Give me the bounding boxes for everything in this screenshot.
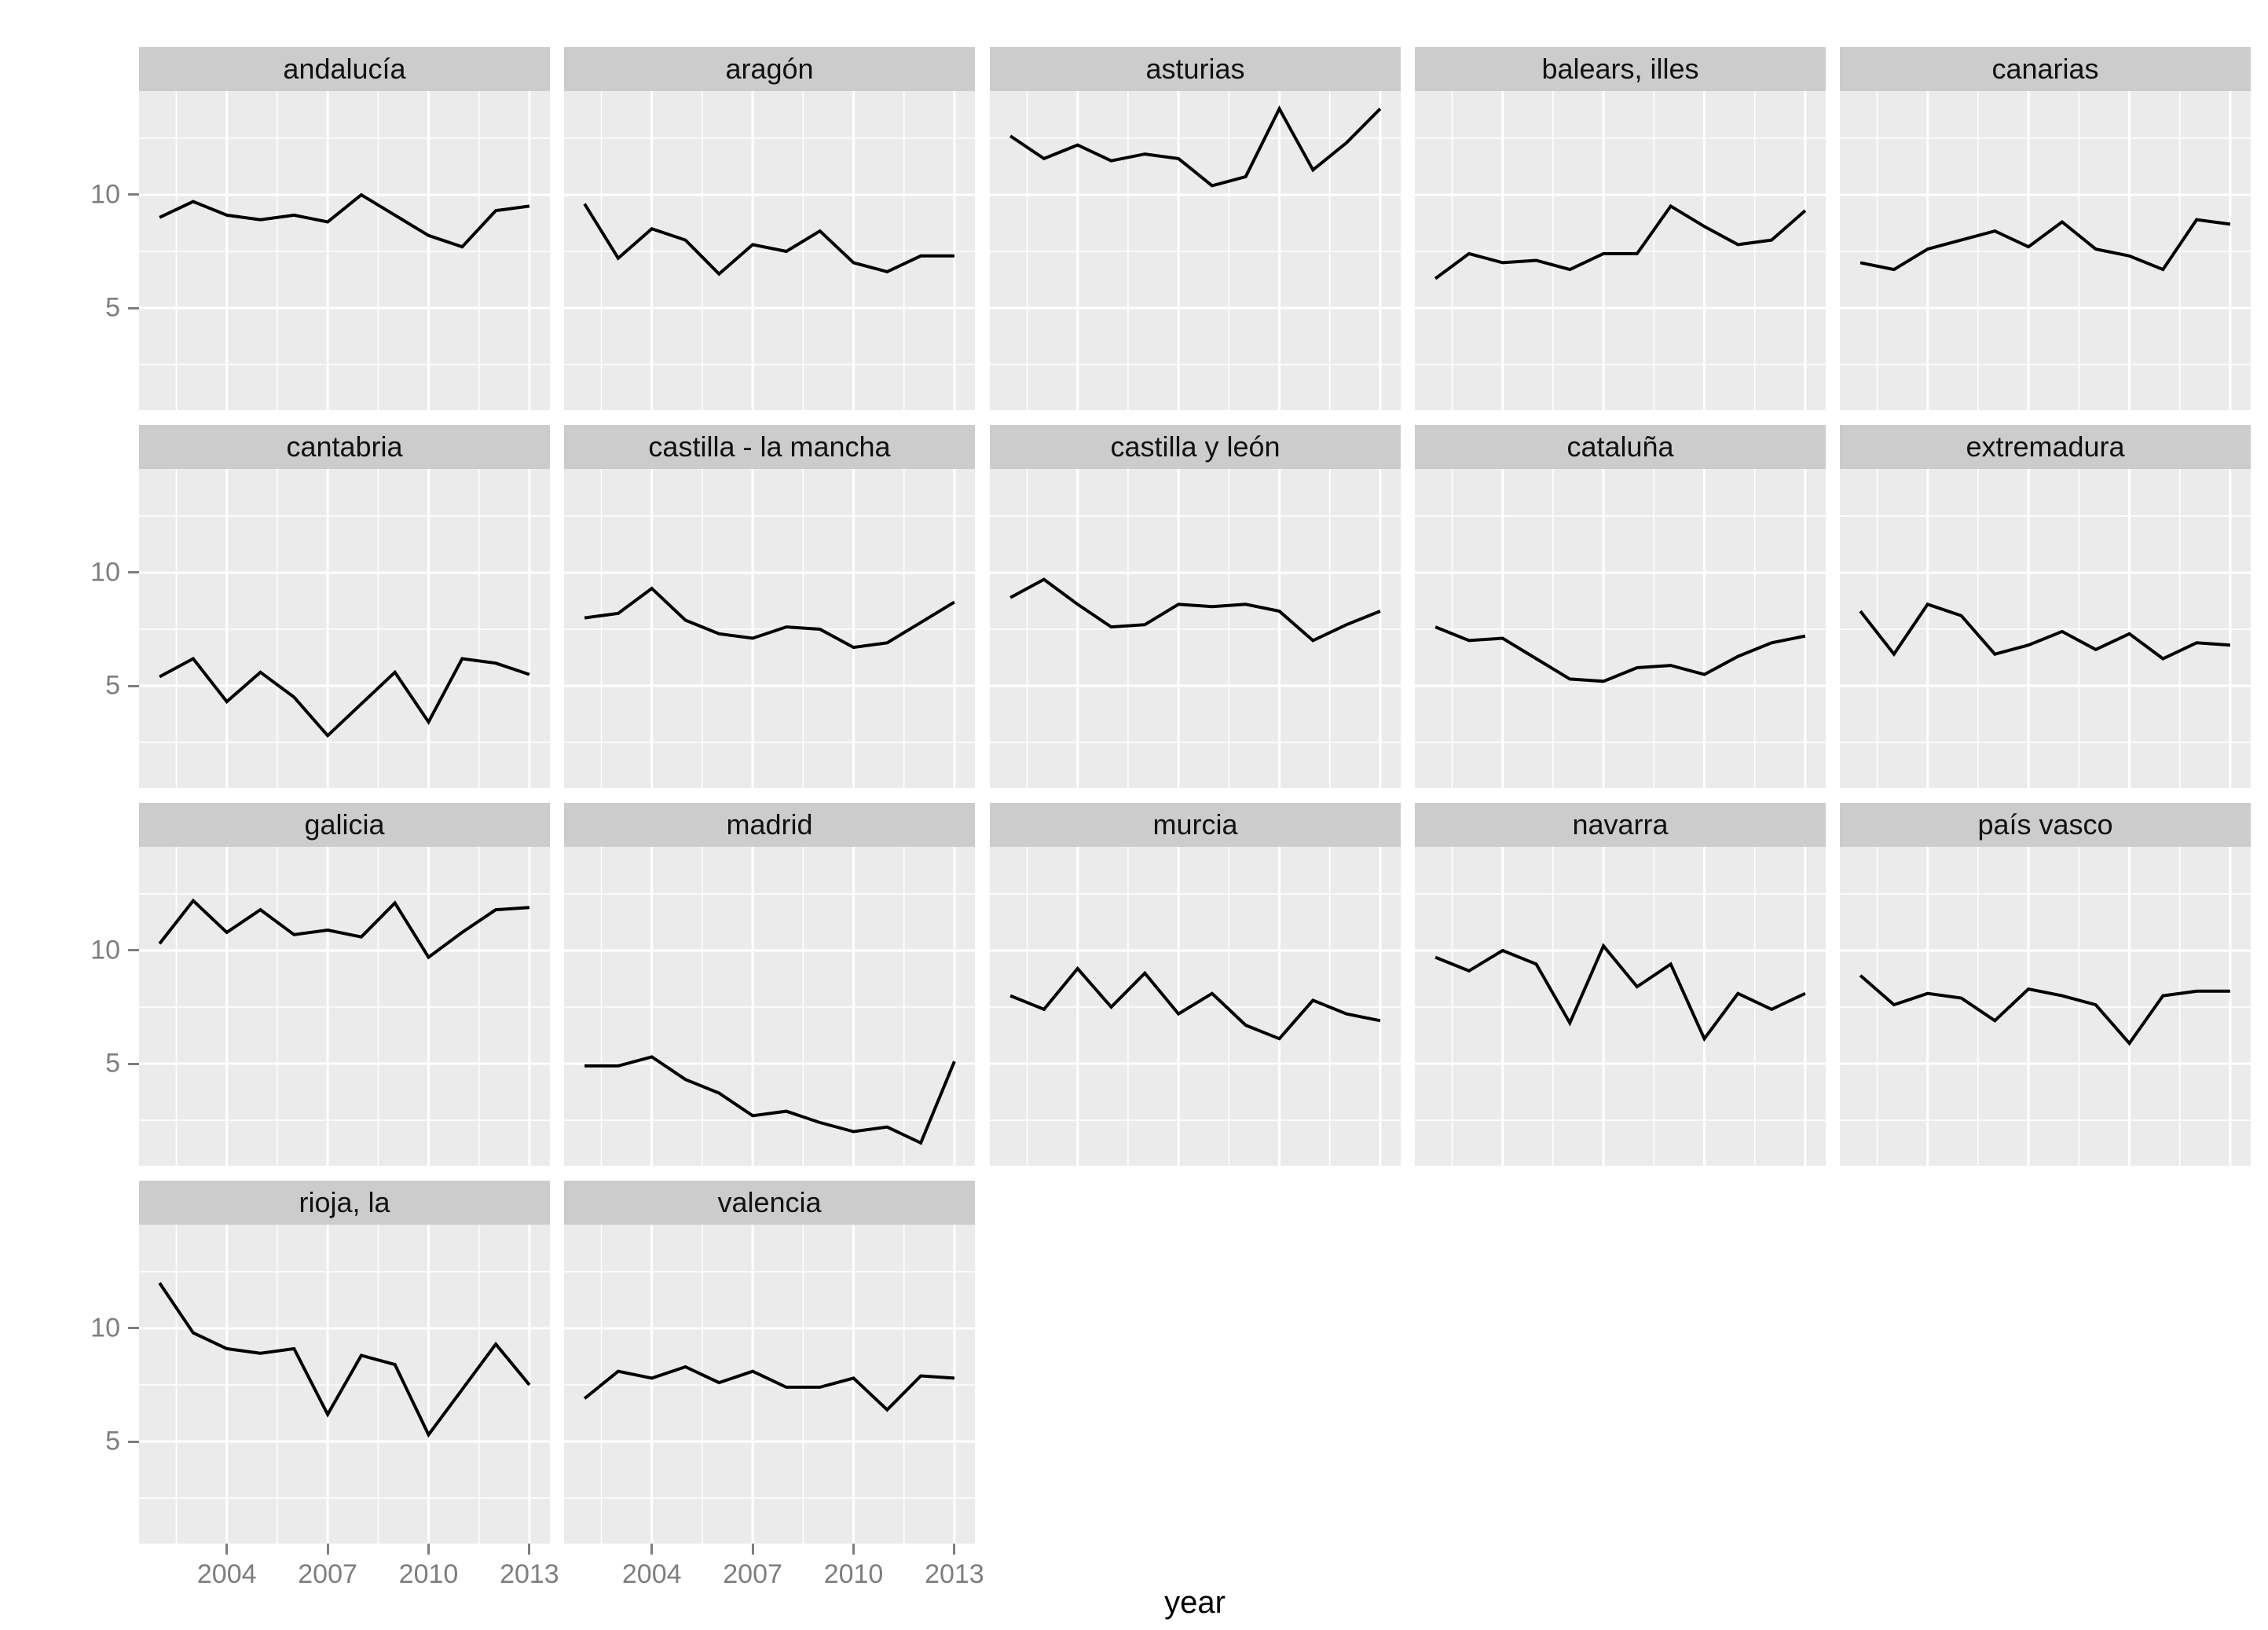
facet-panel <box>990 91 1401 410</box>
facet-panel <box>139 1225 550 1544</box>
facet-strip-label: aragón <box>564 47 975 91</box>
facet-strip-label: navarra <box>1415 803 1826 847</box>
data-line <box>1859 218 2231 272</box>
facet-panel <box>990 469 1401 788</box>
data-line <box>159 656 530 738</box>
data-line <box>1009 577 1381 643</box>
facet-strip-label: cantabria <box>139 425 550 469</box>
x-axis-tick-label: 2007 <box>723 1559 782 1589</box>
facet-panel <box>139 847 550 1166</box>
x-axis-tick-label: 2004 <box>621 1559 682 1589</box>
x-axis-tick-label: 2013 <box>500 1559 559 1589</box>
facet-strip-label: canarias <box>1840 47 2251 91</box>
facet-panel <box>990 847 1401 1166</box>
x-axis-tick-label: 2013 <box>925 1559 984 1589</box>
facet-panel <box>1415 847 1826 1166</box>
facet-strip-label: cataluña <box>1415 425 1826 469</box>
y-axis-tick <box>128 571 139 574</box>
y-axis-tick <box>128 1062 139 1065</box>
data-line <box>583 203 954 277</box>
y-axis-tick-label: 10 <box>90 935 120 965</box>
facet-panel <box>1840 91 2251 410</box>
facet-strip-label: rioja, la <box>139 1181 550 1225</box>
data-line <box>158 1282 531 1438</box>
data-line <box>1434 203 1807 280</box>
data-line <box>584 586 955 650</box>
x-axis-tick <box>650 1544 654 1555</box>
facet-panel <box>139 469 550 788</box>
x-axis-tick <box>225 1544 229 1555</box>
data-line <box>1434 943 1806 1042</box>
y-axis-tick <box>128 684 139 687</box>
y-axis-tick <box>128 1440 139 1443</box>
facet-panel <box>564 469 975 788</box>
facet-panel <box>1415 469 1826 788</box>
y-axis-tick <box>128 193 139 196</box>
y-axis-tick-label: 5 <box>105 1426 120 1456</box>
data-line <box>1859 602 2231 661</box>
x-axis-tick <box>751 1544 754 1555</box>
y-axis-tick <box>128 306 139 310</box>
data-line <box>584 1055 956 1145</box>
x-axis-tick-label: 2007 <box>298 1559 357 1589</box>
data-line <box>1009 105 1382 188</box>
facet-strip-label: madrid <box>564 803 975 847</box>
y-axis-tick-label: 5 <box>105 670 120 701</box>
x-axis-tick-label: 2010 <box>823 1559 884 1589</box>
x-axis-title: year <box>1164 1585 1226 1620</box>
facet-panel <box>1840 847 2251 1166</box>
y-axis-tick-label: 10 <box>90 1313 120 1343</box>
x-axis-tick <box>528 1544 531 1555</box>
facet-panel <box>564 847 975 1166</box>
facet-strip-label: valencia <box>564 1181 975 1225</box>
facet-strip-label: castilla - la mancha <box>564 425 975 469</box>
x-axis-tick-label: 2010 <box>398 1559 459 1589</box>
y-axis-tick-label: 10 <box>90 557 120 588</box>
y-axis-tick <box>128 1327 139 1330</box>
x-axis-tick <box>326 1544 329 1555</box>
data-line <box>1434 625 1806 683</box>
y-axis-tick-label: 5 <box>105 1048 120 1079</box>
x-axis-tick <box>852 1544 855 1555</box>
facet-strip-label: andalucía <box>139 47 550 91</box>
facet-panel <box>1415 91 1826 410</box>
facet-strip-label: galicia <box>139 803 550 847</box>
facet-strip-label: asturias <box>990 47 1401 91</box>
facet-panel <box>564 1225 975 1544</box>
facet-strip-label: extremadura <box>1840 425 2251 469</box>
data-line <box>158 898 530 960</box>
data-line <box>1859 974 2230 1046</box>
facet-panel <box>564 91 975 410</box>
facet-strip-label: murcia <box>990 803 1401 847</box>
x-axis-tick <box>953 1544 956 1555</box>
y-axis-tick-label: 5 <box>105 292 120 323</box>
data-line <box>583 1364 955 1412</box>
y-axis-tick-label: 10 <box>90 179 120 210</box>
y-axis-tick <box>128 949 139 952</box>
facet-strip-label: balears, illes <box>1415 47 1826 91</box>
facet-panel <box>139 91 550 410</box>
facet-panel <box>1840 469 2251 788</box>
data-line <box>159 192 530 249</box>
facet-strip-label: país vasco <box>1840 803 2251 847</box>
x-axis-tick-label: 2004 <box>196 1559 257 1589</box>
x-axis-tick <box>427 1544 430 1555</box>
facet-strip-label: castilla y león <box>990 425 1401 469</box>
data-line <box>1009 965 1381 1041</box>
